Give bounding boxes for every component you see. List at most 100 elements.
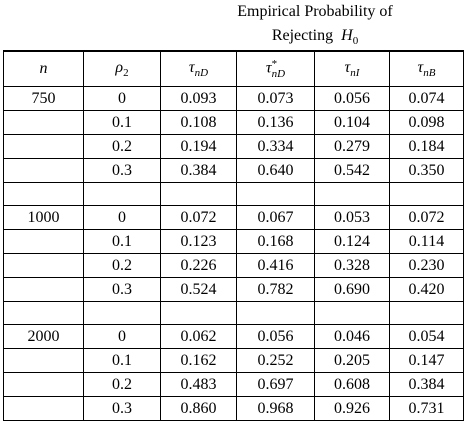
- empty-cell: [389, 301, 464, 325]
- subscript: 0: [352, 35, 359, 48]
- empty-cell: [3, 229, 84, 254]
- table-cell: 0.053: [314, 205, 390, 230]
- table-cell: 0.1: [83, 229, 161, 254]
- symbol: τ: [265, 59, 272, 77]
- empty-cell: [160, 301, 237, 325]
- empty-cell: [3, 372, 84, 397]
- empty-cell: [3, 158, 84, 183]
- empty-cell: [3, 277, 84, 302]
- table-cell: 0: [83, 205, 161, 230]
- table-cell: 0.782: [236, 277, 315, 302]
- subscript: 2: [123, 67, 129, 80]
- symbol: τ: [344, 58, 351, 76]
- table-cell: 0.384: [160, 158, 237, 183]
- table-row: 0.3 0.860 0.968 0.926 0.731: [3, 396, 464, 421]
- script-stack: * nD: [271, 58, 286, 80]
- table-cell: 0: [83, 86, 161, 111]
- table-row: 0.2 0.194 0.334 0.279 0.184: [3, 134, 464, 159]
- header-row: n ρ2 τnD τ * nD τnI τnB: [3, 50, 464, 87]
- table-cell: 0.147: [389, 348, 464, 373]
- table-cell: 0.2: [83, 134, 161, 159]
- caption-line: Empirical Probability of: [237, 3, 393, 20]
- table-row: 1000 0 0.072 0.067 0.053 0.072: [3, 205, 464, 230]
- table-cell: 0.690: [314, 277, 390, 302]
- table-cell: 0.279: [314, 134, 390, 159]
- table-cell: 0.608: [314, 372, 390, 397]
- table-cell: 0.334: [236, 134, 315, 159]
- table-row: 2000 0 0.062 0.056 0.046 0.054: [3, 324, 464, 349]
- empty-cell: [236, 301, 315, 325]
- table-cell: 0.123: [160, 229, 237, 254]
- table-cell: 0: [83, 324, 161, 349]
- symbol: τ: [417, 58, 424, 76]
- table-cell: 0.104: [314, 110, 390, 135]
- table-cell: 0.483: [160, 372, 237, 397]
- empty-cell: [83, 301, 161, 325]
- table-cell: 0.194: [160, 134, 237, 159]
- empty-cell: [3, 182, 84, 206]
- table-cell: 0.056: [236, 324, 315, 349]
- table-cell: 0.524: [160, 277, 237, 302]
- table-cell: 0.968: [236, 396, 315, 421]
- table-row: 0.3 0.524 0.782 0.690 0.420: [3, 277, 464, 302]
- table-cell: 0.054: [389, 324, 464, 349]
- table-cell: 0.252: [236, 348, 315, 373]
- table-cell: 0.1: [83, 348, 161, 373]
- table-cell: 0.3: [83, 277, 161, 302]
- column-header: ρ2: [83, 50, 161, 87]
- empty-cell: [3, 134, 84, 159]
- column-header: τnD: [160, 50, 237, 87]
- table-cell: 0.184: [389, 134, 464, 159]
- table-cell: 0.926: [314, 396, 390, 421]
- table-cell: 0.416: [236, 253, 315, 278]
- table-cell: 0.3: [83, 158, 161, 183]
- table-row: 0.1 0.108 0.136 0.104 0.098: [3, 110, 464, 135]
- empty-cell: [314, 301, 390, 325]
- table-cell: 0.067: [236, 205, 315, 230]
- table-cell: 0.056: [314, 86, 390, 111]
- table-cell: 0.731: [389, 396, 464, 421]
- empty-cell: [314, 182, 390, 206]
- empty-cell: [389, 182, 464, 206]
- table-cell: 0.074: [389, 86, 464, 111]
- table-cell: 0.093: [160, 86, 237, 111]
- empty-cell: [3, 396, 84, 421]
- table-cell: 0.542: [314, 158, 390, 183]
- table-cell: 0.2: [83, 253, 161, 278]
- spacer-row: [3, 182, 464, 206]
- symbol: n: [39, 60, 48, 77]
- column-header: n: [3, 50, 84, 87]
- caption-line: Rejecting H0: [160, 24, 470, 53]
- table-cell: 0.350: [389, 158, 464, 183]
- table-cell: 0.230: [389, 253, 464, 278]
- subscript: nI: [350, 67, 360, 80]
- table-cell: 0.226: [160, 253, 237, 278]
- column-header: τnI: [314, 50, 390, 87]
- table-cell: 0.168: [236, 229, 315, 254]
- empty-cell: [3, 253, 84, 278]
- table-cell: 0.046: [314, 324, 390, 349]
- table-cell: 0.2: [83, 372, 161, 397]
- table-row: 0.1 0.162 0.252 0.205 0.147: [3, 348, 464, 373]
- table-cell: 0.860: [160, 396, 237, 421]
- table-cell: 0.072: [389, 205, 464, 230]
- table-cell: 0.124: [314, 229, 390, 254]
- table-row: 0.3 0.384 0.640 0.542 0.350: [3, 158, 464, 183]
- n-cell: 750: [3, 86, 84, 111]
- empty-cell: [236, 182, 315, 206]
- results-table: n ρ2 τnD τ * nD τnI τnB 750 0 0.093 0.073 0.056 0.07…: [3, 50, 464, 421]
- table-cell: 0.072: [160, 205, 237, 230]
- empty-cell: [3, 110, 84, 135]
- table-cell: 0.328: [314, 253, 390, 278]
- table-cell: 0.162: [160, 348, 237, 373]
- caption: Empirical Probability of Rejecting H0: [160, 0, 470, 53]
- empty-cell: [160, 182, 237, 206]
- table-cell: 0.205: [314, 348, 390, 373]
- superscript: *: [271, 58, 278, 70]
- subscript: nD: [271, 68, 286, 80]
- table-cell: 0.114: [389, 229, 464, 254]
- table-cell: 0.697: [236, 372, 315, 397]
- table-cell: 0.640: [236, 158, 315, 183]
- table-cell: 0.062: [160, 324, 237, 349]
- caption-text: Rejecting: [271, 27, 334, 44]
